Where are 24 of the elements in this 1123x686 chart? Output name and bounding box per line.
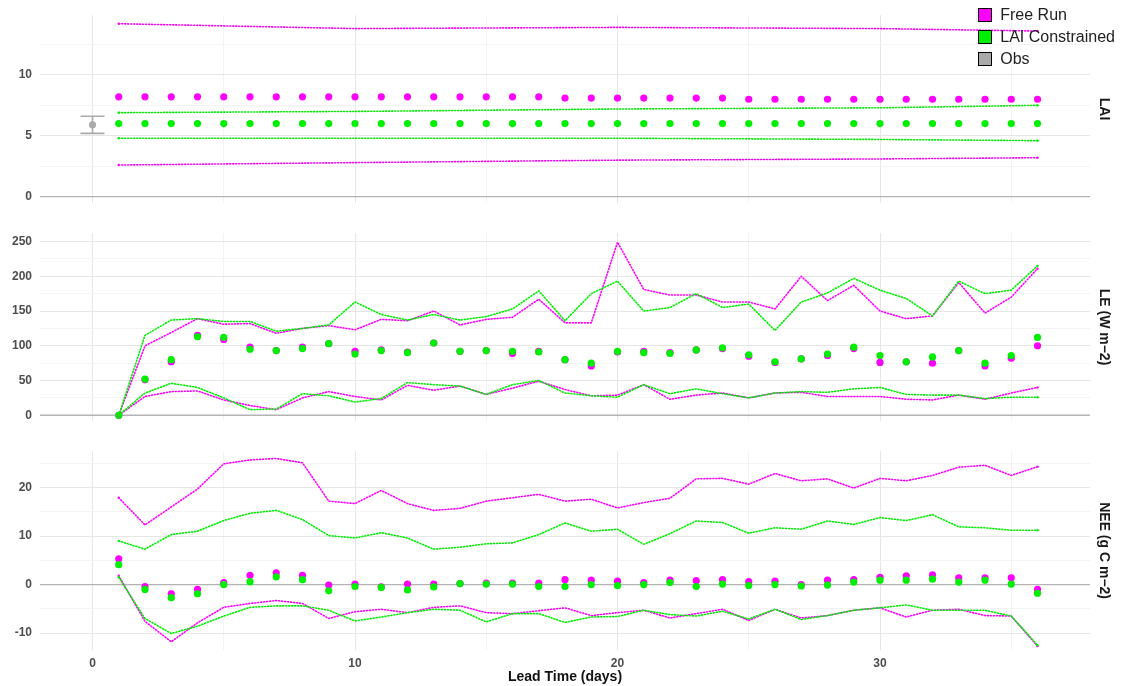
- y-tick-label: 10: [18, 528, 33, 543]
- y-tick-label: 5: [25, 128, 33, 143]
- y-tick-label: -10: [14, 625, 33, 640]
- y-tick-label: 150: [11, 303, 33, 318]
- y-tick-label: 50: [18, 372, 33, 387]
- y-tick-label: 100: [11, 338, 33, 353]
- x-tick-label: 30: [873, 655, 887, 670]
- x-axis-title: Lead Time (days): [507, 668, 623, 685]
- y-axis-title: LAI: [1097, 97, 1114, 121]
- legend-label: LAI Constrained: [1000, 27, 1115, 47]
- y-tick-label: 10: [18, 67, 33, 82]
- legend-label: Free Run: [1000, 5, 1067, 25]
- y-axis-title: LE (W m−2): [1097, 288, 1114, 366]
- legend-label: Obs: [1000, 49, 1030, 69]
- y-tick-label: 250: [11, 233, 33, 248]
- y-tick-label: 20: [18, 479, 33, 494]
- x-tick-label: 0: [89, 655, 97, 670]
- x-tick-label: 20: [610, 655, 625, 670]
- x-tick-label: 10: [348, 655, 362, 670]
- y-tick-label: 0: [25, 407, 33, 422]
- y-axis-title: NEE (g C m−2): [1097, 502, 1114, 600]
- y-tick-label: 0: [25, 189, 33, 204]
- y-tick-label: 0: [25, 576, 33, 591]
- y-tick-label: 200: [11, 268, 33, 283]
